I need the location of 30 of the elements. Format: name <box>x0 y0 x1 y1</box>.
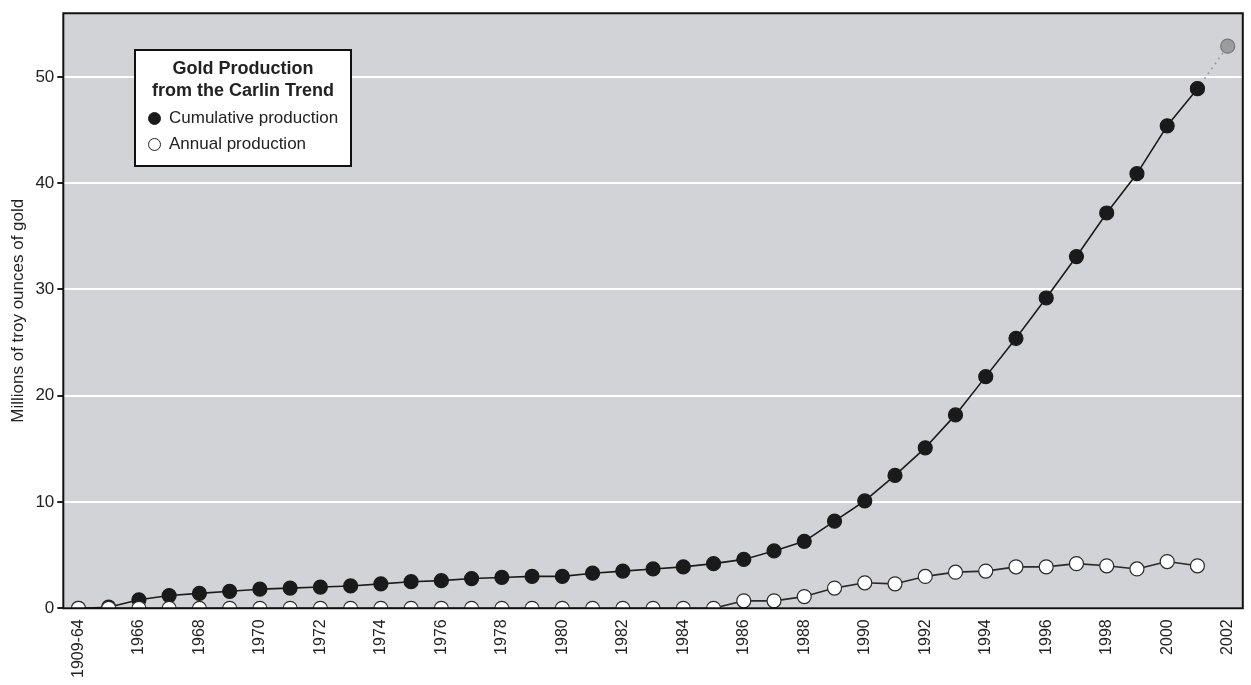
legend-title: Gold Production from the Carlin Trend <box>151 57 336 101</box>
x-tick-label: 1909-64 <box>68 619 86 678</box>
x-tick-label: 1982 <box>613 619 631 655</box>
x-tick-label: 1990 <box>855 619 873 655</box>
x-tick-label: 1996 <box>1036 619 1054 655</box>
y-tick-label: 0 <box>44 597 55 617</box>
x-tick-label: 1998 <box>1097 619 1115 655</box>
x-tick-label: 1974 <box>371 619 389 655</box>
x-tick-label: 1986 <box>734 619 752 655</box>
x-tick-label: 1966 <box>129 619 147 655</box>
x-tick-label: 1978 <box>492 619 510 655</box>
x-tick-label: 1988 <box>794 619 812 655</box>
y-tick-label: 20 <box>35 385 55 405</box>
y-tick-label: 10 <box>35 491 55 511</box>
y-tick-label: 40 <box>35 172 55 192</box>
x-tick-label: 1968 <box>189 619 207 655</box>
x-tick-label: 1976 <box>431 619 449 655</box>
y-tick-label: 30 <box>35 279 55 299</box>
legend-label: Cumulative production <box>169 107 339 129</box>
x-tick-label: 1984 <box>673 619 691 655</box>
x-tick-label: 2000 <box>1157 619 1175 655</box>
x-tick-label: 2002 <box>1218 619 1236 655</box>
x-tick-label: 1992 <box>915 619 933 655</box>
x-tick-label: 1970 <box>250 619 268 655</box>
y-tick-label: 50 <box>35 66 55 86</box>
y-axis-title: Millions of troy ounces of gold <box>7 198 27 423</box>
legend-label: Annual production <box>169 133 307 155</box>
x-tick-label: 1994 <box>976 619 994 655</box>
x-tick-label: 1972 <box>310 619 328 655</box>
x-tick-label: 1980 <box>552 619 570 655</box>
